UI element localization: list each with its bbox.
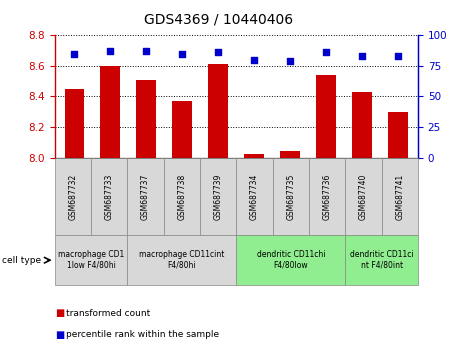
- Text: transformed count: transformed count: [66, 309, 150, 318]
- Text: dendritic CD11ci
nt F4/80int: dendritic CD11ci nt F4/80int: [350, 251, 413, 270]
- Bar: [316, 75, 336, 158]
- Point: [106, 48, 114, 54]
- Text: ■: ■: [55, 308, 64, 318]
- Text: GDS4369 / 10440406: GDS4369 / 10440406: [144, 12, 293, 27]
- Text: GSM687732: GSM687732: [68, 173, 77, 219]
- Bar: [280, 152, 300, 158]
- Text: ■: ■: [55, 330, 64, 339]
- Bar: [389, 112, 408, 158]
- Text: cell type: cell type: [2, 256, 41, 265]
- Text: GSM687735: GSM687735: [286, 173, 295, 220]
- Bar: [172, 101, 192, 158]
- Bar: [209, 64, 228, 158]
- Bar: [136, 80, 156, 158]
- Point: [359, 53, 366, 59]
- Bar: [352, 92, 372, 158]
- Point: [179, 51, 186, 57]
- Text: GSM687738: GSM687738: [177, 173, 186, 219]
- Point: [142, 48, 150, 54]
- Bar: [101, 66, 120, 158]
- Point: [394, 53, 402, 59]
- Text: GSM687739: GSM687739: [214, 173, 223, 220]
- Text: dendritic CD11chi
F4/80low: dendritic CD11chi F4/80low: [256, 251, 325, 270]
- Text: macrophage CD11cint
F4/80hi: macrophage CD11cint F4/80hi: [139, 251, 225, 270]
- Text: GSM687741: GSM687741: [395, 173, 404, 219]
- Text: GSM687733: GSM687733: [104, 173, 114, 220]
- Point: [323, 50, 330, 55]
- Text: GSM687734: GSM687734: [250, 173, 259, 220]
- Point: [215, 50, 222, 55]
- Point: [286, 58, 294, 64]
- Text: GSM687736: GSM687736: [323, 173, 332, 220]
- Bar: [65, 89, 84, 158]
- Text: macrophage CD1
1low F4/80hi: macrophage CD1 1low F4/80hi: [58, 251, 124, 270]
- Point: [71, 51, 78, 57]
- Text: GSM687740: GSM687740: [359, 173, 368, 220]
- Bar: [245, 154, 264, 158]
- Point: [250, 57, 258, 63]
- Text: GSM687737: GSM687737: [141, 173, 150, 220]
- Text: percentile rank within the sample: percentile rank within the sample: [66, 330, 219, 339]
